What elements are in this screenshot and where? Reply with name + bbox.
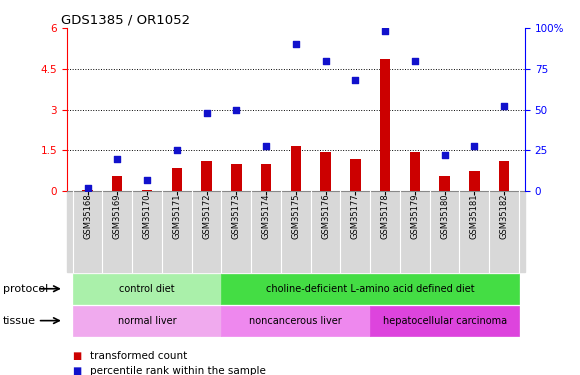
Text: GSM35176: GSM35176 [321,194,330,239]
Text: tissue: tissue [3,316,36,326]
Text: percentile rank within the sample: percentile rank within the sample [90,366,266,375]
Text: GSM35178: GSM35178 [380,194,390,239]
Text: GSM35172: GSM35172 [202,194,211,239]
Bar [231,164,241,191]
Point [351,77,360,83]
Point [143,177,152,183]
Point [380,28,390,34]
Bar [440,176,450,191]
Text: ■: ■ [72,366,82,375]
Point [262,142,271,148]
Point [410,58,419,64]
Text: protocol: protocol [3,284,48,294]
Text: noncancerous liver: noncancerous liver [249,316,342,326]
Text: GSM35177: GSM35177 [351,194,360,239]
Point [321,58,330,64]
Bar [112,176,122,191]
Text: GSM35169: GSM35169 [113,194,122,239]
Point [499,104,509,110]
Point [172,147,182,153]
Point [470,142,479,148]
Point [440,152,449,158]
Text: GSM35173: GSM35173 [232,194,241,239]
Text: transformed count: transformed count [90,351,187,361]
Text: GSM35168: GSM35168 [83,194,92,239]
Text: GSM35179: GSM35179 [410,194,419,239]
Bar [320,152,331,191]
Bar [172,168,182,191]
Bar [82,190,93,191]
Text: normal liver: normal liver [118,316,176,326]
Point [202,110,211,116]
Text: GSM35180: GSM35180 [440,194,449,239]
Text: GSM35175: GSM35175 [291,194,300,239]
Bar [499,161,509,191]
Bar [201,161,212,191]
Text: GSM35170: GSM35170 [143,194,151,239]
Bar [469,171,480,191]
Text: control diet: control diet [119,284,175,294]
Text: choline-deficient L-amino acid defined diet: choline-deficient L-amino acid defined d… [266,284,474,294]
Text: ■: ■ [72,351,82,361]
Point [291,42,300,48]
Text: hepatocellular carcinoma: hepatocellular carcinoma [382,316,506,326]
Text: GSM35182: GSM35182 [499,194,509,239]
Bar [380,59,390,191]
Bar [409,152,420,191]
Bar [261,164,271,191]
Point [83,185,92,191]
Bar [291,146,301,191]
Bar [350,159,361,191]
Text: GSM35181: GSM35181 [470,194,479,239]
Text: GDS1385 / OR1052: GDS1385 / OR1052 [61,13,190,26]
Bar [142,190,152,191]
Point [113,156,122,162]
Text: GSM35174: GSM35174 [262,194,270,239]
Point [231,106,241,112]
Text: GSM35171: GSM35171 [172,194,182,239]
